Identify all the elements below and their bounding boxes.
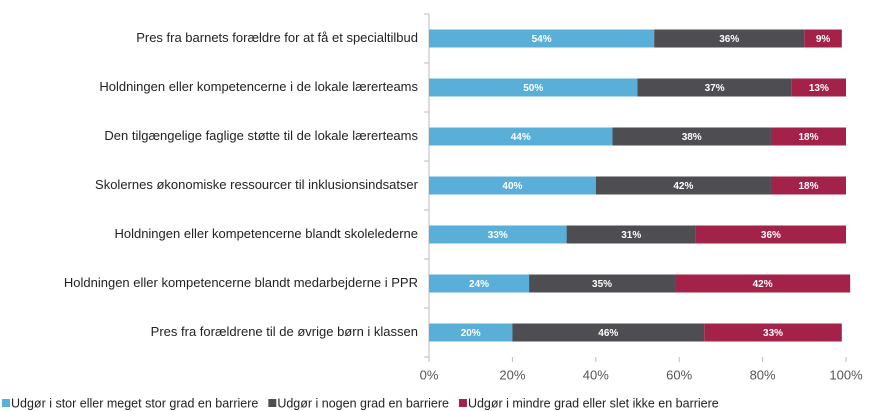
bar-segment [637,78,792,97]
bar-segment [770,176,846,195]
legend-label: Udgør i stor eller meget stor grad en ba… [11,396,258,410]
value-label: 38% [682,132,702,143]
bar-segment [695,225,846,244]
bar-segment [429,225,567,244]
bar-segment [429,78,638,97]
category-label: Pres fra barnets forældre for at få et s… [136,30,418,45]
bar-segment [429,127,613,146]
bar-segment [804,29,842,48]
legend-swatch [458,399,467,407]
value-label: 46% [598,328,618,339]
category-label: Den tilgængelige faglige støtte til de l… [104,128,418,143]
bar-segment [529,274,676,293]
bar-segment [612,127,771,146]
category-label: Skolernes økonomiske ressourcer til inkl… [95,177,419,192]
value-label: 33% [763,328,783,339]
category-label: Holdningen eller kompetencerne blandt me… [64,275,418,290]
value-label: 20% [461,328,481,339]
x-tick-label: 40% [583,367,609,382]
legend-swatch [268,399,277,407]
value-label: 36% [719,34,739,45]
value-label: 40% [502,181,522,192]
bar-segment [675,274,851,293]
value-label: 42% [673,181,693,192]
value-label: 9% [816,34,831,45]
value-label: 36% [761,230,781,241]
value-label: 24% [469,279,489,290]
x-tick-label: 80% [750,367,776,382]
bar-segment [566,225,696,244]
legend-swatch [2,399,10,407]
bar-segment [704,323,842,342]
value-label: 50% [523,83,543,94]
value-label: 18% [798,132,818,143]
category-label: Pres fra forældrene til de øvrige børn i… [151,324,418,339]
value-label: 35% [592,279,612,290]
value-label: 44% [511,132,531,143]
value-label: 37% [705,83,725,94]
value-label: 42% [753,279,773,290]
bar-segment [429,29,655,48]
bar-segment [770,127,846,146]
value-label: 31% [621,230,641,241]
bar-segment [429,323,513,342]
bar-segment [512,323,705,342]
bar-segment [429,274,530,293]
x-tick-label: 20% [499,367,525,382]
value-label: 18% [798,181,818,192]
bar-segment [654,29,805,48]
category-label: Holdningen eller kompetencerne blandt sk… [114,226,418,241]
x-tick-label: 100% [829,367,863,382]
bar-segment [429,176,596,195]
value-label: 33% [488,230,508,241]
value-label: 54% [532,34,552,45]
legend-label: Udgør i mindre grad eller slet ikke en b… [468,396,719,410]
x-tick-label: 0% [420,367,439,382]
category-label: Holdningen eller kompetencerne i de loka… [99,79,418,94]
bar-segment [791,78,846,97]
value-label: 13% [809,83,829,94]
legend-label: Udgør i nogen grad en barriere [277,396,449,410]
x-tick-label: 60% [666,367,692,382]
bar-segment [595,176,771,195]
